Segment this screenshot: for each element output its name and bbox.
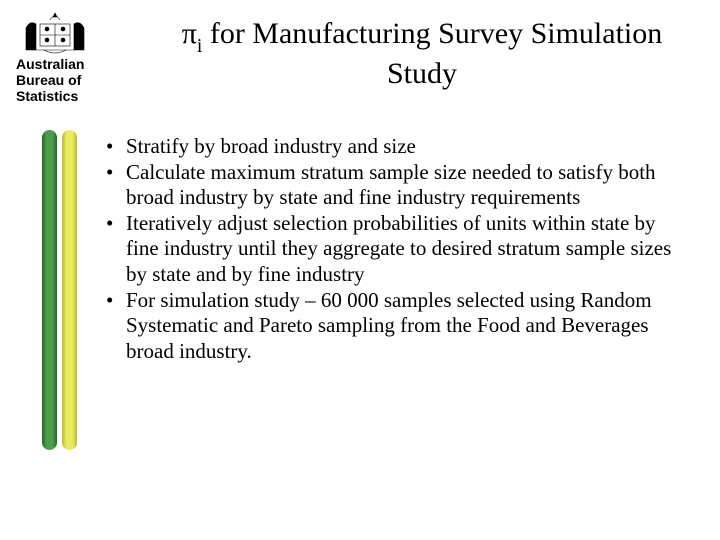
abs-logo: Australian Bureau of Statistics xyxy=(16,8,124,104)
logo-text-line1: Australian xyxy=(16,56,124,72)
yellow-stripe xyxy=(62,130,77,450)
title-rest-1: for Manufacturing Survey Simulation xyxy=(202,17,662,50)
content-row: Stratify by broad industry and size Calc… xyxy=(0,128,720,540)
header-row: Australian Bureau of Statistics πi for M… xyxy=(0,0,720,104)
title-subscript: i xyxy=(197,36,202,57)
list-item: Calculate maximum stratum sample size ne… xyxy=(102,160,680,211)
logo-text-line2: Bureau of xyxy=(16,72,124,88)
title-symbol: π xyxy=(182,17,197,50)
list-item: For simulation study – 60 000 samples se… xyxy=(102,288,680,365)
logo-text-line3: Statistics xyxy=(16,88,124,104)
slide-title: πi for Manufacturing Survey Simulation S… xyxy=(124,8,720,92)
list-item: Stratify by broad industry and size xyxy=(102,134,680,160)
bullet-list: Stratify by broad industry and size Calc… xyxy=(102,134,680,364)
coat-of-arms-icon xyxy=(16,10,94,54)
title-line-2: Study xyxy=(124,56,720,92)
green-stripe xyxy=(42,130,57,450)
bullet-area: Stratify by broad industry and size Calc… xyxy=(84,128,720,540)
list-item: Iteratively adjust selection probabiliti… xyxy=(102,211,680,288)
decorative-stripes xyxy=(0,128,84,540)
